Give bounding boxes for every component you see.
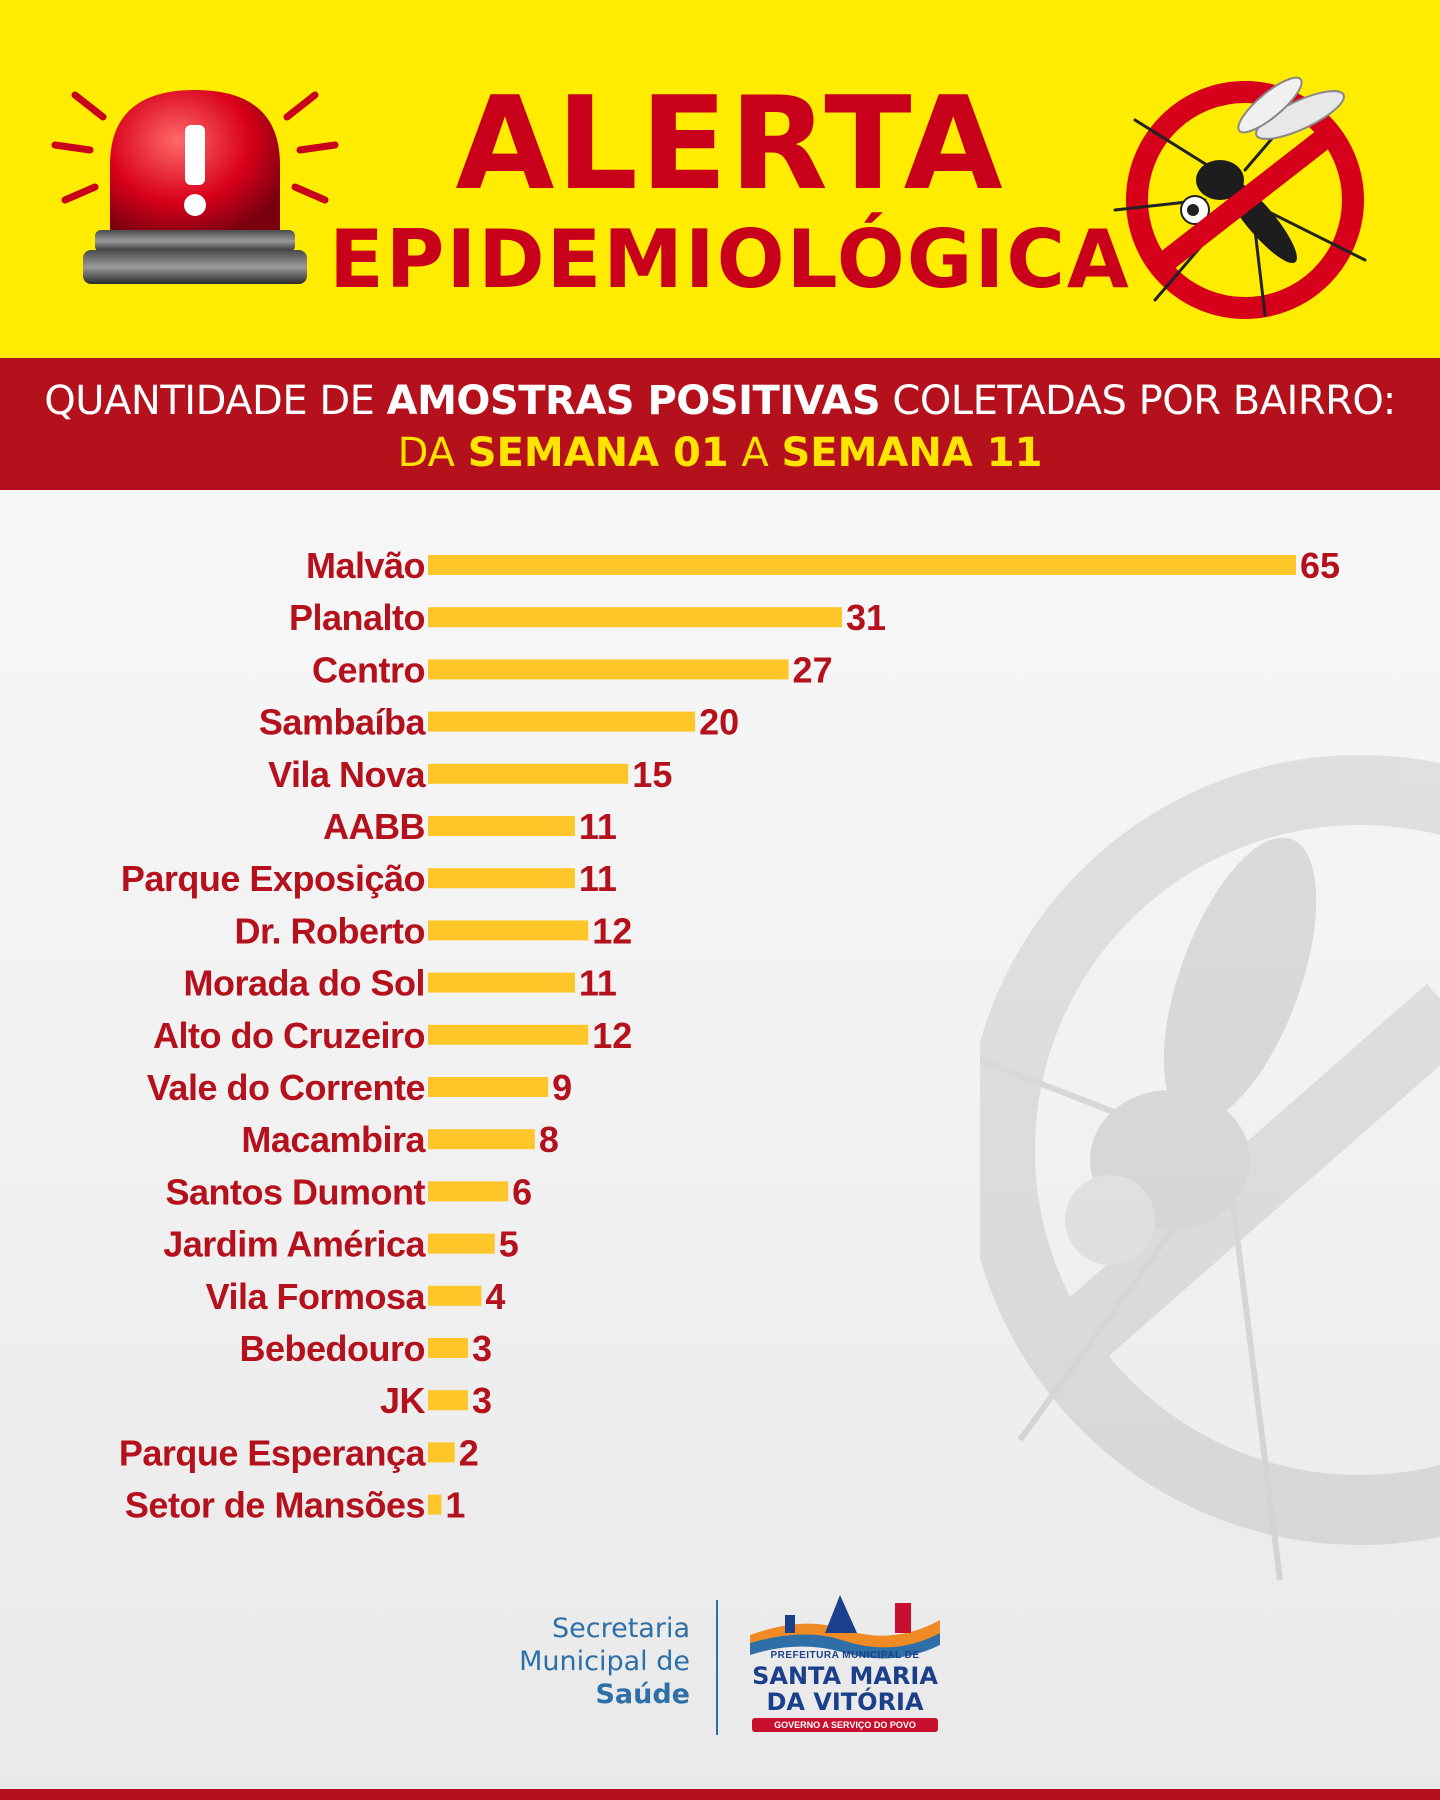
subtitle-week-mid: A [728,430,782,476]
category-label: Bebedouro [239,1328,425,1369]
bar [428,1494,442,1515]
bar [428,1129,535,1150]
bar [428,607,842,628]
category-label: Parque Exposição [121,858,425,899]
category-label: Centro [312,649,425,690]
bar [428,659,789,680]
subtitle-bold: AMOSTRAS POSITIVAS [386,378,881,424]
category-label: Morada do Sol [183,963,425,1004]
value-label: 12 [592,1015,632,1056]
value-label: 11 [579,963,617,1004]
chart-background [0,490,1440,1800]
secretaria-line1: Secretaria [552,1613,690,1644]
value-label: 11 [579,806,617,847]
bar [428,1181,509,1202]
subtitle-line2: DA SEMANA 01 A SEMANA 11 [0,428,1440,478]
subtitle-band: QUANTIDADE DE AMOSTRAS POSITIVAS COLETAD… [0,358,1440,490]
secretaria-line2: Municipal de [519,1646,690,1677]
value-label: 27 [793,649,833,690]
subtitle-line1: QUANTIDADE DE AMOSTRAS POSITIVAS COLETAD… [0,376,1440,426]
value-label: 1 [445,1485,465,1526]
value-label: 8 [539,1119,559,1160]
category-label: Malvão [306,545,425,586]
value-label: 6 [512,1171,532,1212]
category-label: Alto do Cruzeiro [153,1015,425,1056]
bar [428,1390,469,1411]
category-label: Santos Dumont [166,1171,426,1212]
header-banner: ALERTA EPIDEMIOLÓGICA [0,0,1440,358]
category-label: Jardim América [163,1224,426,1265]
category-label: Sambaíba [259,702,427,743]
title-alerta: ALERTA [455,70,1005,219]
bar [428,868,575,889]
logo-prefeitura-label: PREFEITURA MUNICIPAL DE [770,1650,920,1661]
title-epidemiologica: EPIDEMIOLÓGICA [329,213,1131,306]
category-label: Planalto [289,597,425,638]
logo-city-name: SANTA MARIA DA VITÓRIA [745,1663,945,1715]
mosquito-watermark-icon [980,755,1440,1581]
bar [428,555,1296,575]
bar [428,1442,455,1463]
logo-city-line2: DA VITÓRIA [766,1688,924,1716]
category-label: Vale do Corrente [147,1067,425,1108]
subtitle-week-start: SEMANA 01 [467,430,729,476]
category-label: Vila Formosa [206,1276,427,1317]
bar [428,1338,469,1358]
category-label: Parque Esperança [119,1432,427,1473]
category-label: Vila Nova [268,754,426,795]
category-label: Setor de Mansões [125,1485,425,1526]
subtitle-week-end: SEMANA 11 [781,430,1043,476]
bar [428,920,589,941]
prefeitura-logo-icon [750,1595,940,1659]
bar [428,763,629,784]
value-label: 31 [846,597,886,638]
subtitle-prefix: QUANTIDADE DE [44,378,387,424]
category-label: Macambira [241,1119,426,1160]
subtitle-week-prefix: DA [397,430,468,476]
value-label: 20 [699,702,739,743]
no-mosquito-icon [1113,76,1367,319]
bar [428,972,575,993]
category-label: Dr. Roberto [234,910,425,951]
value-label: 9 [552,1067,572,1108]
value-label: 2 [459,1432,479,1473]
category-label: AABB [323,806,425,847]
subtitle-suffix: COLETADAS POR BAIRRO: [880,378,1396,424]
value-label: 12 [592,910,632,951]
value-label: 65 [1300,545,1340,586]
value-label: 3 [472,1380,492,1421]
value-label: 3 [472,1328,492,1369]
value-label: 15 [632,754,672,795]
bar [428,1233,495,1254]
secretaria-line3: Saúde [595,1679,690,1710]
bar [428,711,696,732]
footer-divider [716,1600,718,1735]
bar [428,816,575,836]
bar [428,1285,482,1306]
logo-city-line1: SANTA MARIA [752,1662,938,1690]
bottom-strip [0,1789,1440,1800]
value-label: 4 [485,1276,505,1317]
value-label: 5 [499,1224,519,1265]
value-label: 11 [579,858,617,899]
bar [428,1077,549,1097]
bar [428,1024,589,1045]
secretaria-saude: Secretaria Municipal de Saúde [470,1612,690,1711]
category-label: JK [380,1380,426,1421]
logo-tagline: GOVERNO A SERVIÇO DO POVO [752,1718,938,1732]
siren-icon [51,90,339,284]
